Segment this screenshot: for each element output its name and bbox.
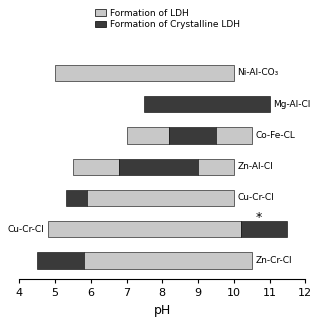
Text: Co-Fe-CL: Co-Fe-CL [255, 131, 295, 140]
Text: Zn-Al-Cl: Zn-Al-Cl [237, 162, 273, 171]
Bar [73, 159, 119, 175]
Text: Cu-Cr-Cl: Cu-Cr-Cl [8, 225, 44, 234]
Bar [145, 96, 270, 112]
Text: Ni-Al-CO₃: Ni-Al-CO₃ [237, 68, 278, 77]
Bar [55, 65, 234, 81]
Bar [48, 221, 241, 237]
Bar [84, 252, 252, 269]
Bar [241, 221, 287, 237]
Bar [119, 159, 198, 175]
Bar [66, 190, 87, 206]
Text: Cu-Cr-Cl: Cu-Cr-Cl [237, 194, 274, 203]
Bar [216, 127, 252, 143]
X-axis label: pH: pH [154, 304, 171, 317]
Bar [198, 159, 234, 175]
Bar [169, 127, 216, 143]
Legend: Formation of LDH, Formation of Crystalline LDH: Formation of LDH, Formation of Crystalli… [95, 9, 240, 29]
Text: *: * [256, 211, 262, 224]
Text: Zn-Cr-Cl: Zn-Cr-Cl [255, 256, 292, 265]
Bar [127, 127, 169, 143]
Bar [87, 190, 234, 206]
Text: Mg-Al-Cl: Mg-Al-Cl [273, 100, 310, 109]
Bar [37, 252, 84, 269]
